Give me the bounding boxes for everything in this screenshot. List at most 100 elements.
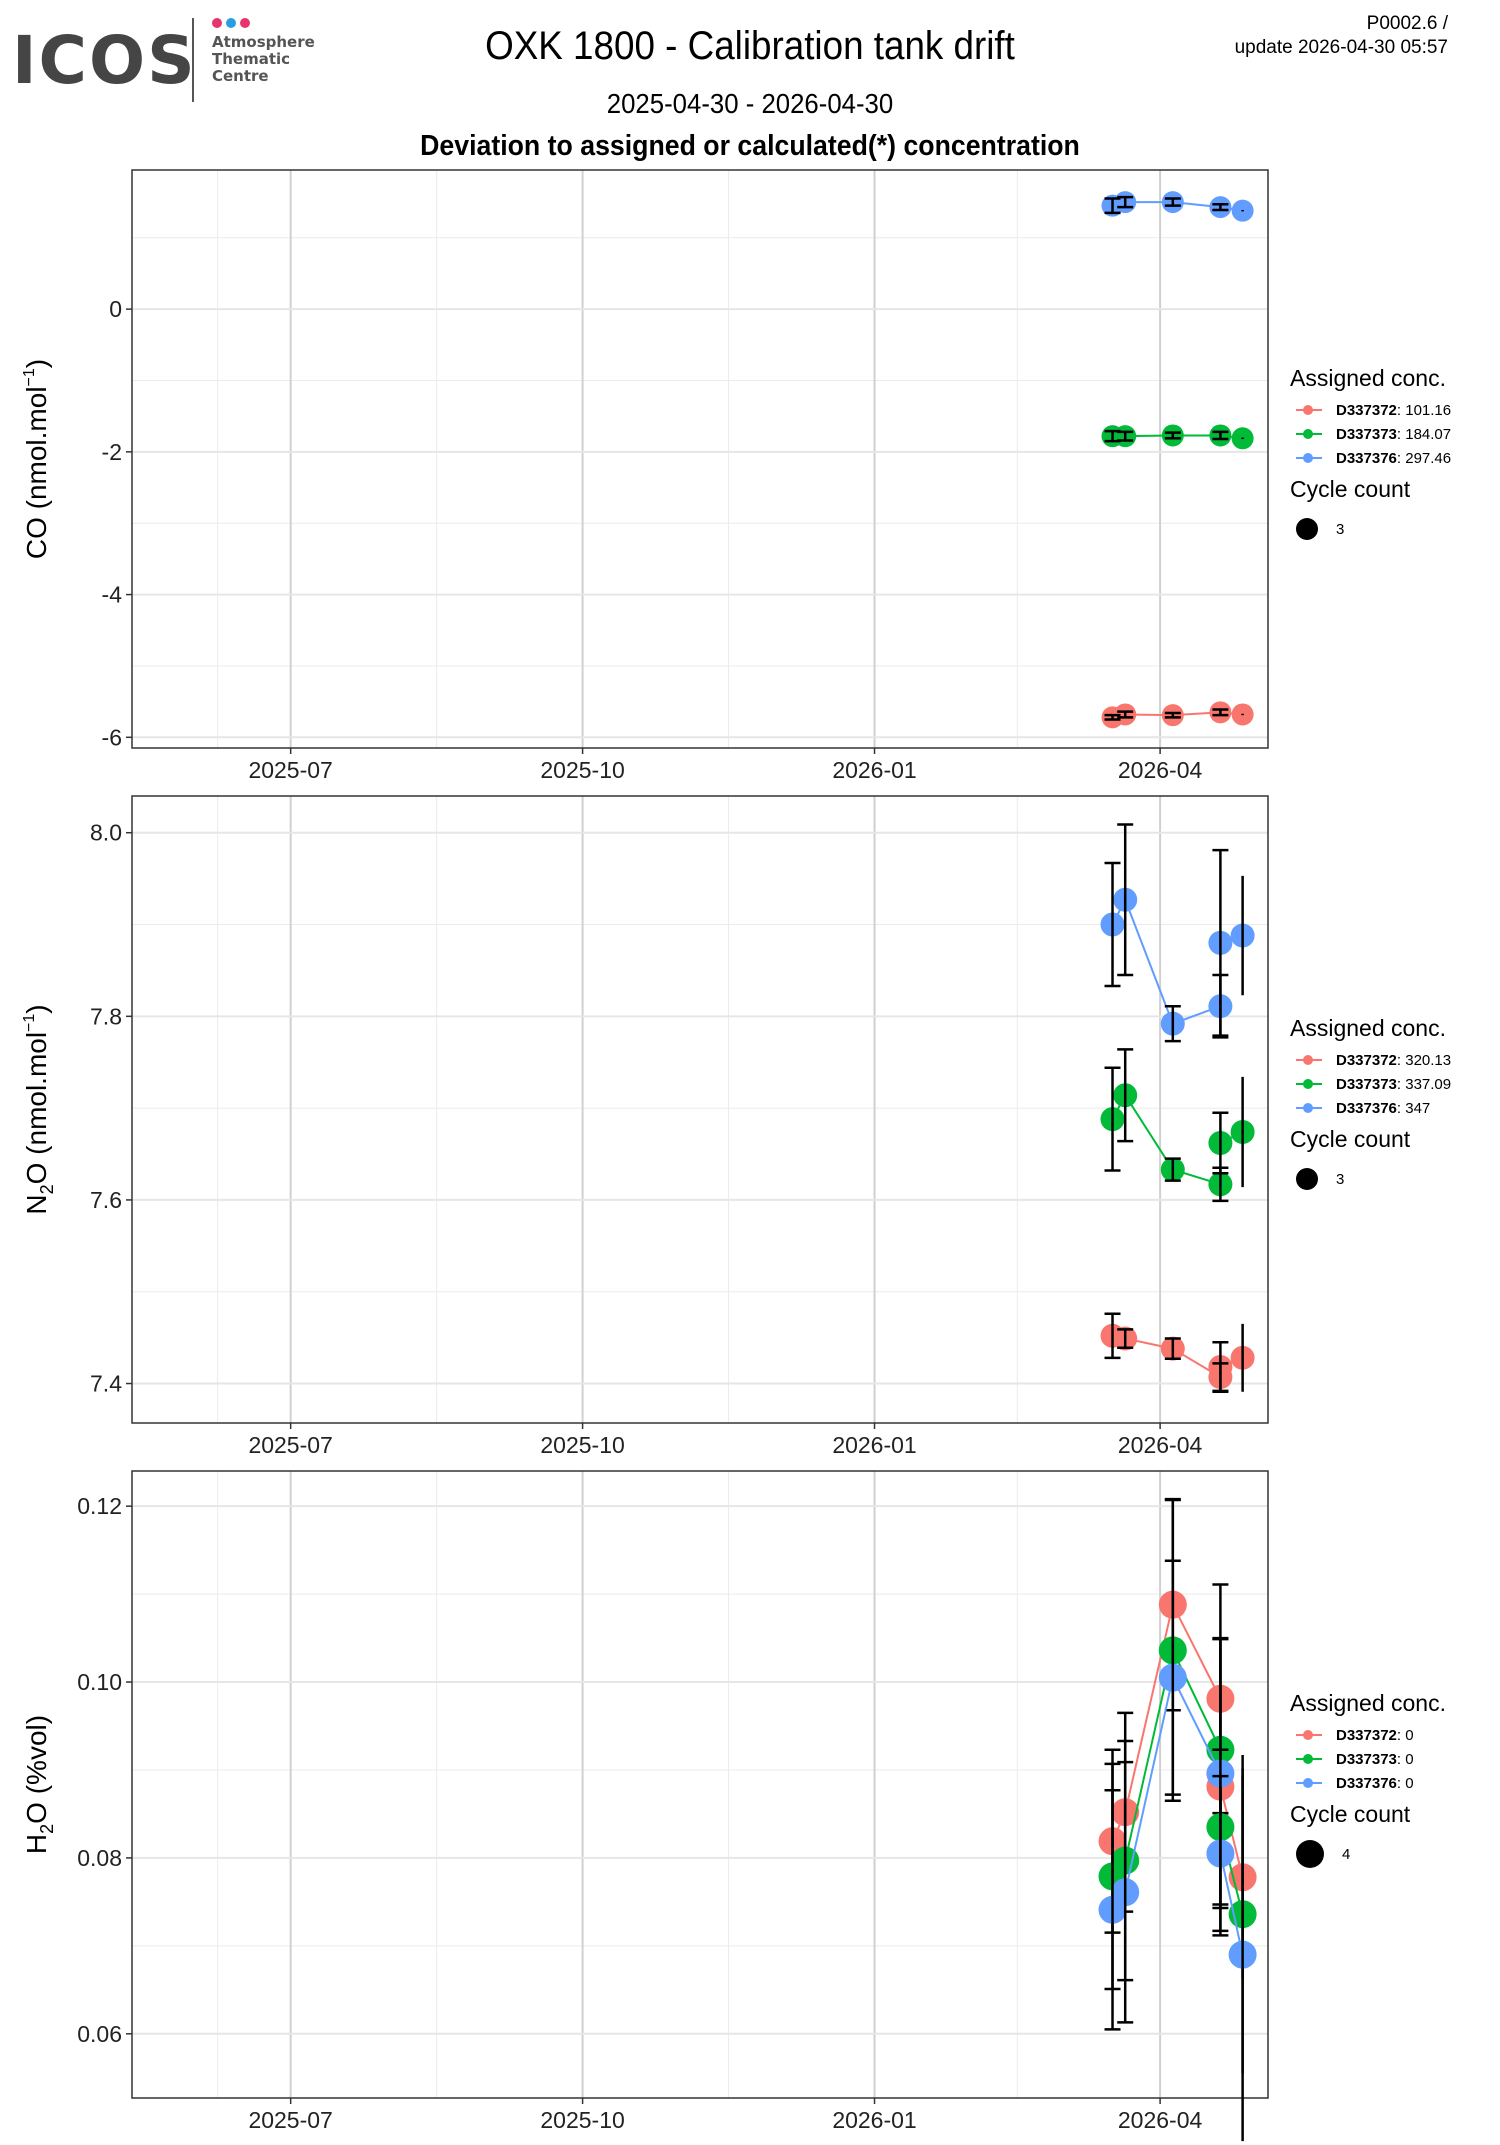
legend-entry: D337376: 347 [1290, 1096, 1495, 1120]
x-tick-label: 2026-04 [1118, 757, 1203, 783]
y-axis-label-part: N [21, 1194, 52, 1214]
series-D337376 [1098, 1559, 1257, 2142]
legend-n2o: Assigned conc. D337372: 320.13 D337373: 33… [1290, 1015, 1495, 1193]
legend-entry: D337376: 297.46 [1290, 446, 1495, 470]
legend-entry-value: : 347 [1396, 1099, 1431, 1117]
y-tick-label: -4 [102, 582, 123, 608]
legend-entry: D337372: 0 [1290, 1723, 1495, 1747]
cycle-count-title: Cycle count [1290, 1126, 1411, 1152]
logo-dot [212, 18, 222, 28]
legend-key-icon [1296, 1102, 1322, 1114]
series-D337372 [1100, 1312, 1255, 1394]
logo-separator [192, 18, 194, 102]
legend-entry: D337373: 184.07 [1290, 422, 1495, 446]
legend-entry-id: D337376 [1336, 449, 1397, 467]
legend-entry-id: D337376 [1336, 1099, 1397, 1117]
logo-dot [240, 18, 250, 28]
y-axis-label-part: O (%vol) [21, 1715, 52, 1824]
cycle-count-title: Cycle count [1290, 476, 1411, 502]
y-tick-label: 7.6 [90, 1187, 122, 1213]
cycle-count-entry: 3 [1290, 1165, 1495, 1193]
cycle-count-value: 3 [1336, 520, 1345, 538]
y-tick-label: 8.0 [90, 820, 122, 846]
legend-entry: D337373: 0 [1290, 1747, 1495, 1771]
panel-co: 0 -2 -4 -6 2025-07 2025-10 2026-01 2026-04 CO (n… [21, 169, 1269, 783]
x-tick-label: 2025-10 [540, 2107, 624, 2133]
chart-date-range: 2025-04-30 - 2026-04-30 [606, 88, 894, 119]
legend-key-icon [1296, 404, 1322, 416]
legend-key-icon [1296, 1777, 1322, 1789]
legend-entry-value: : 297.46 [1396, 449, 1452, 467]
chart-heading: Deviation to assigned or calculated(*) c… [420, 130, 1080, 162]
panel-h2o: 0.12 0.10 0.08 0.06 2025-07 2025-10 2026-01 202… [21, 1470, 1269, 2142]
cycle-count-entry: 3 [1290, 515, 1495, 543]
y-axis-label-part: O (nmol.mol [21, 1032, 52, 1184]
legend-entry: D337372: 101.16 [1290, 398, 1495, 422]
logo-subtext-3: Centre [212, 67, 269, 85]
y-axis-label-part: −1 [21, 1014, 38, 1032]
legend-title: Assigned conc. [1290, 1015, 1446, 1041]
x-tick-label: 2025-10 [540, 757, 624, 783]
series-D337372 [1101, 701, 1254, 729]
version-info: P0002.6 / update 2026-04-30 05:57 [1235, 12, 1448, 60]
legend-key-icon [1296, 1078, 1322, 1090]
legend-entry-id: D337376 [1336, 1774, 1397, 1792]
legend-key-icon [1296, 1729, 1322, 1741]
x-tick-label: 2026-04 [1118, 1432, 1203, 1458]
logo-subtext-2: Thematic [212, 50, 291, 68]
y-tick-label: 0.06 [77, 2021, 122, 2047]
y-tick-label: -6 [102, 724, 122, 750]
y-axis-label-part: ) [21, 359, 52, 368]
y-axis-label-part: 2 [37, 1184, 57, 1194]
legend-entry: D337373: 337.09 [1290, 1072, 1495, 1096]
legend-entry: D337376: 0 [1290, 1771, 1495, 1795]
y-tick-label: -2 [102, 439, 122, 465]
x-tick-label: 2026-01 [832, 2107, 916, 2133]
x-tick-label: 2025-07 [248, 1432, 332, 1458]
chart-title: OXK 1800 - Calibration tank drift [485, 24, 1015, 68]
y-tick-label: 0.12 [77, 1493, 122, 1519]
legend-title: Assigned conc. [1290, 365, 1446, 391]
panel-border [131, 795, 1269, 1424]
legend-entry-value: : 0 [1396, 1774, 1414, 1792]
cycle-size-icon [1296, 518, 1318, 540]
y-tick-label: 0.10 [77, 1669, 122, 1695]
legend-entry-id: D337373 [1336, 1750, 1397, 1768]
y-axis-label: CO (nmol.mol−1) [21, 359, 52, 559]
cycle-count-entry: 4 [1290, 1840, 1495, 1868]
legend-key-icon [1296, 1753, 1322, 1765]
panel-border [131, 1470, 1269, 2099]
cycle-size-icon [1296, 1840, 1324, 1868]
legend-entry: D337372: 320.13 [1290, 1048, 1495, 1072]
series-D337373 [1101, 424, 1254, 450]
legend-h2o: Assigned conc. D337372: 0 D337373: 0 D33737… [1290, 1690, 1495, 1868]
logo-dot [226, 18, 236, 28]
panel-border [131, 169, 1269, 749]
update-timestamp: update 2026-04-30 05:57 [1234, 37, 1448, 58]
y-axis-label-part: CO (nmol.mol [21, 386, 52, 559]
series-D337376 [1101, 191, 1254, 222]
logo-wordmark: ICOS [12, 22, 197, 99]
legend-entry-id: D337372 [1336, 1726, 1397, 1744]
x-tick-label: 2025-07 [248, 2107, 332, 2133]
x-tick-label: 2026-01 [832, 757, 916, 783]
cycle-count-value: 3 [1336, 1170, 1345, 1188]
legend-entry-id: D337372 [1336, 1051, 1397, 1069]
legend-entry-value: : 0 [1396, 1750, 1414, 1768]
legend-entry-id: D337372 [1336, 401, 1397, 419]
logo-subtext-1: Atmosphere [212, 33, 315, 51]
logo-dots [212, 18, 250, 28]
x-tick-label: 2025-07 [248, 757, 332, 783]
y-axis-label-part: 2 [37, 1824, 57, 1834]
y-axis-label-part: −1 [21, 368, 38, 386]
legend-entry-id: D337373 [1336, 425, 1397, 443]
icos-logo: ICOS Atmosphere Thematic Centre [12, 14, 342, 104]
legend-entry-id: D337373 [1336, 1075, 1397, 1093]
legend-entry-value: : 101.16 [1396, 401, 1452, 419]
legend-entry-value: : 320.13 [1396, 1051, 1452, 1069]
legend-title: Assigned conc. [1290, 1690, 1446, 1716]
y-axis-label-part: H [21, 1834, 52, 1854]
cycle-size-icon [1296, 1168, 1318, 1190]
x-tick-label: 2025-10 [540, 1432, 624, 1458]
